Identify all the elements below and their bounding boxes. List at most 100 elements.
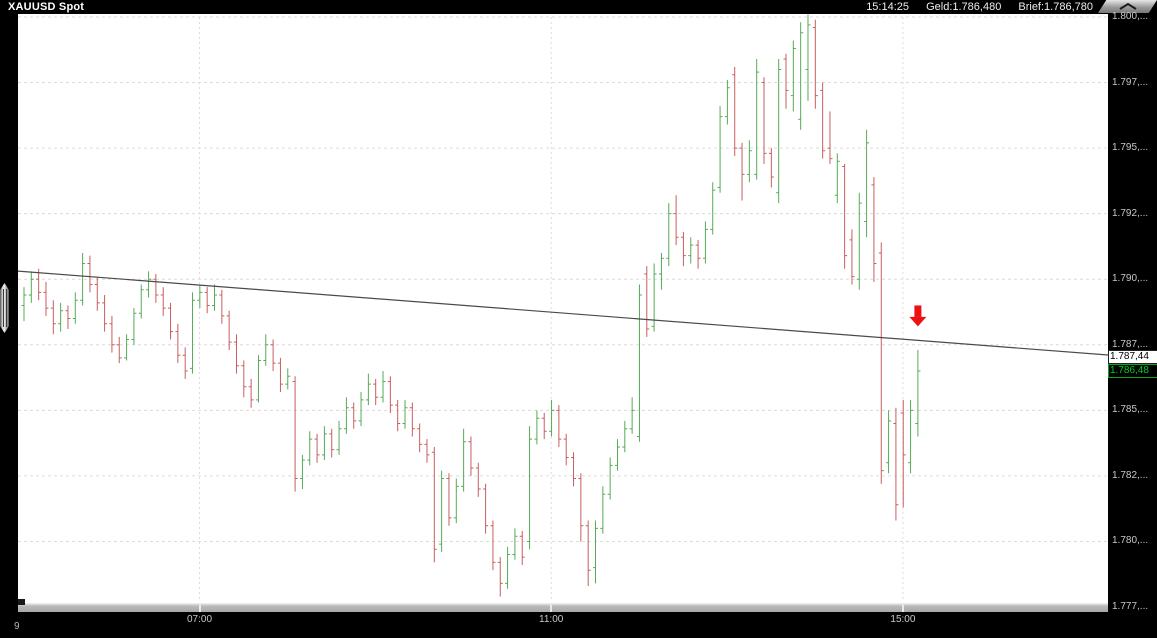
ohlc-bar-down xyxy=(820,82,826,159)
ohlc-bar-up xyxy=(307,431,313,466)
ohlc-bar-up xyxy=(593,520,599,584)
ohlc-bar-down xyxy=(50,300,56,335)
x-axis-label: 15:00 xyxy=(890,614,916,625)
horizontal-scrollbar[interactable] xyxy=(18,599,1108,612)
ohlc-bar-down xyxy=(233,334,239,374)
ohlc-bar-up xyxy=(439,470,445,552)
ohlc-bar-down xyxy=(571,452,577,487)
trendline xyxy=(18,270,1108,356)
ohlc-bar-up xyxy=(629,397,635,434)
ohlc-bar-down xyxy=(490,520,496,571)
ohlc-bar-down xyxy=(182,347,188,379)
ohlc-bar-up xyxy=(834,153,840,204)
ohlc-bar-up xyxy=(614,439,620,471)
ohlc-bar-down xyxy=(871,176,877,282)
ohlc-bar-down xyxy=(556,405,562,448)
ohlc-bar-up xyxy=(651,263,657,332)
ohlc-bar-down xyxy=(783,53,789,109)
ohlc-bar-down xyxy=(395,399,401,432)
chart-canvas[interactable] xyxy=(18,14,1108,608)
ohlc-bar-down xyxy=(116,336,122,364)
quote-line: 15:14:25 Geld:1.786,480 Brief:1.786,780 xyxy=(852,1,1093,13)
ohlc-bar-down xyxy=(277,357,283,392)
ohlc-bar-down xyxy=(160,287,166,316)
y-axis-label: 1.790,... xyxy=(1112,273,1149,285)
ohlc-bar-up xyxy=(263,334,269,366)
ohlc-bar-down xyxy=(468,436,474,476)
ohlc-bar-up xyxy=(512,528,518,560)
ohlc-bar-up xyxy=(21,287,27,322)
ohlc-bar-down xyxy=(446,473,452,526)
x-axis-label: 07:00 xyxy=(187,614,213,625)
ohlc-bar-down xyxy=(241,360,247,398)
ohlc-bar-down xyxy=(43,281,49,316)
price-chart xyxy=(18,14,1108,608)
ohlc-bar-down xyxy=(65,305,71,330)
ohlc-bar-down xyxy=(102,294,108,332)
ohlc-bar-up xyxy=(138,284,144,319)
ohlc-bar-down xyxy=(842,163,848,269)
ohlc-bar-up xyxy=(549,399,555,437)
y-axis-label: 1.780,... xyxy=(1112,535,1149,547)
x-axis-label: 11:00 xyxy=(539,614,564,625)
ohlc-bar-down xyxy=(153,273,159,303)
ohlc-bar-down xyxy=(732,66,738,156)
left-splitter-handle[interactable] xyxy=(0,283,9,333)
ohlc-bar-down xyxy=(329,428,335,458)
y-axis-label: 1.797,... xyxy=(1112,76,1149,88)
ohlc-bar-down xyxy=(695,239,701,269)
ohlc-bar-down xyxy=(497,557,503,597)
ohlc-bar-down xyxy=(417,423,423,453)
ohlc-bar-up xyxy=(688,237,694,264)
ohlc-bar-up xyxy=(28,271,34,303)
ohlc-bar-up xyxy=(402,399,408,429)
y-axis-label: 1.792,... xyxy=(1112,207,1149,219)
ohlc-bar-up xyxy=(702,221,708,264)
ohlc-bar-up xyxy=(724,79,730,125)
ohlc-bar-up xyxy=(58,302,64,332)
ohlc-bar-down xyxy=(204,287,210,314)
ohlc-bar-up xyxy=(80,253,86,306)
ohlc-bar-down xyxy=(87,255,93,293)
ohlc-bar-down xyxy=(673,195,679,246)
ohlc-bar-up xyxy=(197,284,203,309)
ohlc-bar-down xyxy=(219,289,225,324)
ohlc-bar-down xyxy=(761,77,767,164)
ohlc-bar-up xyxy=(864,129,870,238)
ohlc-bar-up xyxy=(600,486,606,534)
ohlc-bar-up xyxy=(607,457,613,500)
ohlc-bar-down xyxy=(541,412,547,440)
scrollbar-notch xyxy=(198,603,201,612)
ohlc-bar-up xyxy=(461,428,467,492)
ohlc-bar-up xyxy=(336,420,342,455)
ohlc-bar-up xyxy=(527,426,533,550)
y-axis-label: 1.795,... xyxy=(1112,142,1149,154)
ohlc-bar-up xyxy=(886,410,892,474)
ohlc-bar-down xyxy=(175,323,181,364)
ohlc-bar-up xyxy=(908,399,914,474)
collapse-panel-button[interactable] xyxy=(1098,0,1157,13)
ohlc-bar-up xyxy=(658,253,664,290)
ohlc-bar-down xyxy=(351,402,357,429)
ohlc-bar-up xyxy=(856,192,862,290)
ohlc-bar-up xyxy=(358,391,364,427)
ohlc-bar-up xyxy=(717,106,723,193)
last-price-box: 1.786,48 xyxy=(1108,364,1157,378)
ohlc-bar-up xyxy=(746,140,752,183)
y-axis-label: 1.787,... xyxy=(1112,338,1149,350)
ohlc-bar-up xyxy=(72,292,78,324)
y-axis-label: 1.800,... xyxy=(1112,11,1149,22)
ohlc-bar-up xyxy=(915,350,921,437)
scrollbar-notch xyxy=(901,603,904,612)
ohlc-bar-up xyxy=(255,355,261,403)
ohlc-bar-down xyxy=(314,433,320,463)
ohlc-bar-up xyxy=(285,368,291,390)
title-bar: XAUUSD Spot 15:14:25 Geld:1.786,480 Brie… xyxy=(0,0,1157,14)
ohlc-bar-down xyxy=(94,276,100,311)
ohlc-bar-down xyxy=(578,473,584,542)
ohlc-bar-down xyxy=(644,266,650,337)
down-arrow-icon xyxy=(914,305,922,317)
ohlc-bar-up xyxy=(710,182,716,235)
ohlc-bar-down xyxy=(739,142,745,201)
ohlc-bar-down xyxy=(849,229,855,285)
